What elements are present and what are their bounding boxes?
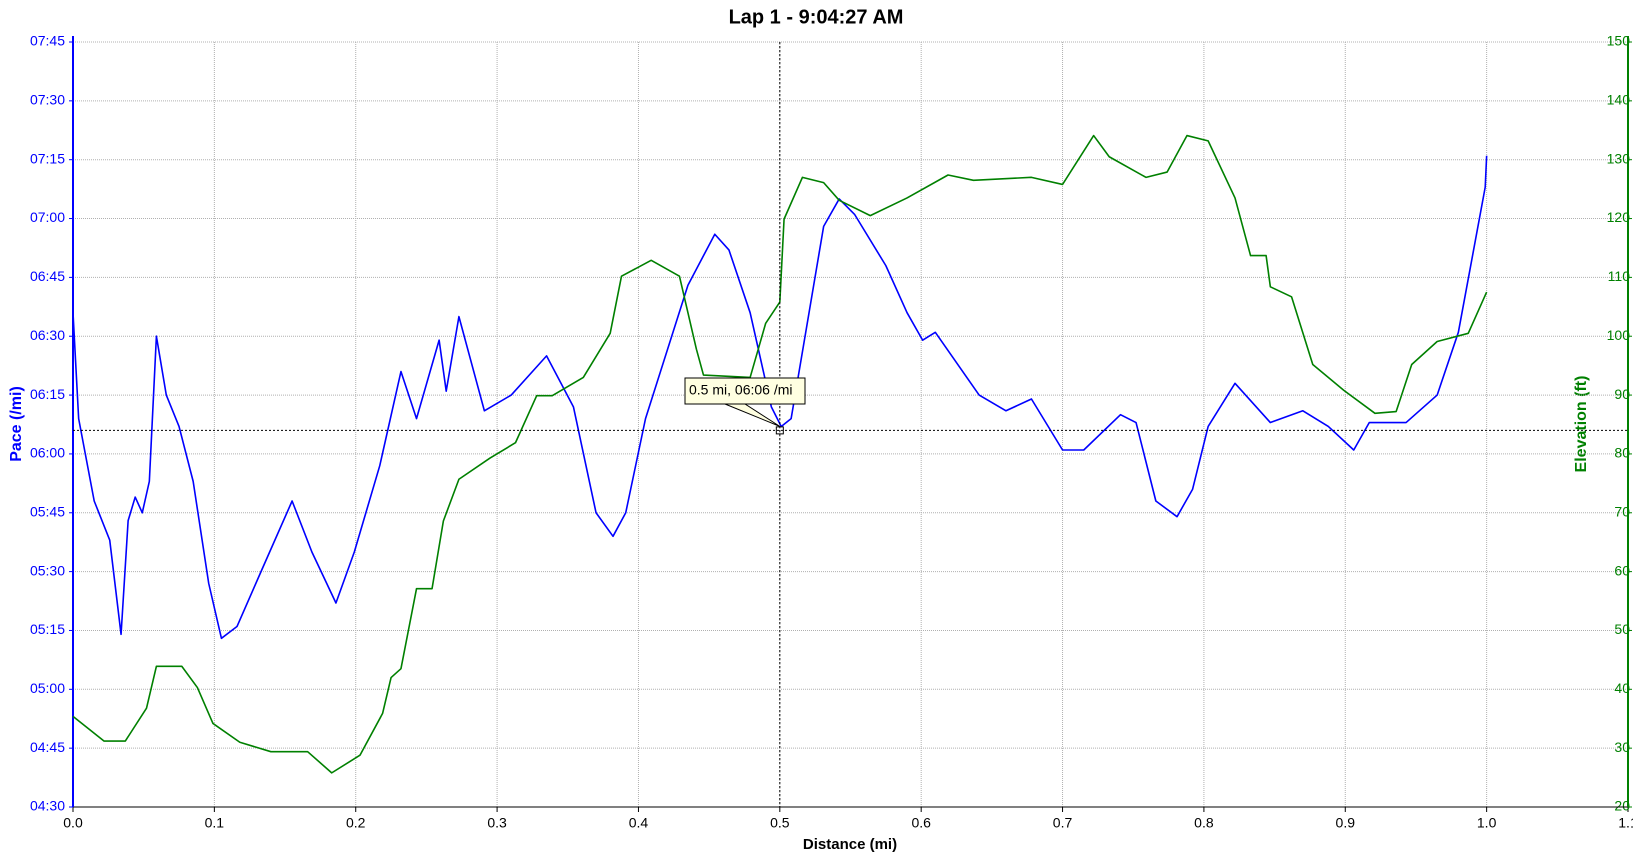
- y2-tick-label: 130: [1607, 150, 1631, 166]
- y-tick-label: 06:15: [30, 386, 65, 402]
- x-tick-label: 0.4: [629, 815, 649, 831]
- y2-tick-label: 100: [1607, 327, 1631, 343]
- x-tick-label: 1.0: [1477, 815, 1497, 831]
- x-tick-label: 0.7: [1053, 815, 1073, 831]
- y-tick-label: 05:30: [30, 562, 65, 578]
- x-tick-label: 0.5: [770, 815, 790, 831]
- x-axis-label: Distance (mi): [803, 836, 897, 853]
- y-tick-label: 05:00: [30, 680, 65, 696]
- y-tick-label: 05:15: [30, 621, 65, 637]
- y2-tick-label: 120: [1607, 209, 1631, 225]
- y-tick-label: 07:30: [30, 92, 65, 108]
- x-tick-label: 0.2: [346, 815, 366, 831]
- y2-tick-label: 60: [1614, 562, 1630, 578]
- series-line: [72, 134, 1488, 774]
- y2-axis-label: Elevation (ft): [1573, 376, 1590, 473]
- x-tick-label: 0.1: [205, 815, 225, 831]
- y2-tick-label: 150: [1607, 33, 1631, 49]
- y2-tick-label: 30: [1614, 739, 1630, 755]
- x-tick-label: 0.6: [911, 815, 931, 831]
- x-tick-label: 0.8: [1194, 815, 1214, 831]
- y2-tick-label: 20: [1614, 798, 1630, 814]
- y-tick-label: 05:45: [30, 503, 65, 519]
- y2-tick-label: 140: [1607, 92, 1631, 108]
- y-tick-label: 06:45: [30, 268, 65, 284]
- y2-tick-label: 90: [1614, 386, 1630, 402]
- x-tick-label: 1.1: [1618, 815, 1633, 831]
- chart-title: Lap 1 - 9:04:27 AM: [729, 6, 904, 28]
- y2-tick-label: 110: [1608, 268, 1631, 284]
- y2-tick-label: 80: [1614, 445, 1630, 461]
- y2-tick-label: 50: [1614, 621, 1630, 637]
- y-tick-label: 07:00: [30, 209, 65, 225]
- x-tick-label: 0.0: [63, 815, 83, 831]
- tooltip-text: 0.5 mi, 06:06 /mi: [689, 382, 793, 398]
- y-tick-label: 04:45: [30, 739, 65, 755]
- y-tick-label: 06:30: [30, 327, 65, 343]
- y-tick-label: 04:30: [30, 798, 65, 814]
- y-tick-label: 07:15: [30, 150, 65, 166]
- tooltip-box: [684, 377, 806, 427]
- y-tick-label: 06:00: [30, 445, 65, 461]
- y-tick-label: 07:45: [30, 33, 65, 49]
- y2-tick-label: 40: [1614, 680, 1630, 696]
- x-tick-label: 0.3: [487, 815, 507, 831]
- crosshair-marker: [775, 426, 784, 435]
- x-tick-label: 0.9: [1336, 815, 1356, 831]
- series-line: [72, 155, 1488, 640]
- y-axis-label: Pace (/mi): [8, 386, 25, 462]
- y2-tick-label: 70: [1614, 503, 1630, 519]
